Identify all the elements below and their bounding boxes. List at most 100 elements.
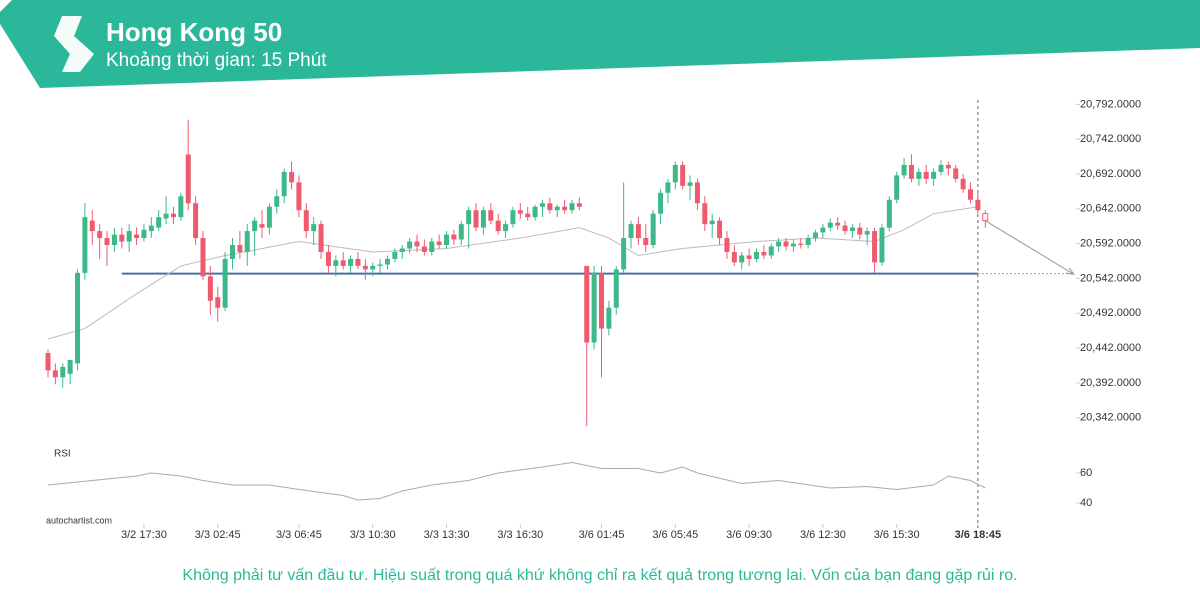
candle-body <box>473 210 479 228</box>
candle-body <box>731 251 737 263</box>
x-tick-label: 3/6 15:30 <box>874 529 920 541</box>
candle-body <box>480 210 486 228</box>
candle-body <box>89 220 95 232</box>
candle-body <box>783 241 789 247</box>
candle-body <box>776 241 782 247</box>
rsi-label: RSI <box>54 449 71 460</box>
candle-body <box>178 196 184 218</box>
candle-body <box>333 260 339 266</box>
x-tick-label: 3/6 05:45 <box>652 529 698 541</box>
candle-body <box>576 203 582 207</box>
candle-body <box>370 265 376 270</box>
y-tick-label: 20,492.0000 <box>1080 307 1141 319</box>
candle-body <box>348 258 354 266</box>
candle-body <box>879 227 885 263</box>
candle-body <box>864 231 870 235</box>
candle-body <box>938 164 944 172</box>
candle-body <box>45 352 51 371</box>
candle-body <box>185 154 191 204</box>
candle-body <box>60 366 66 378</box>
candle-body <box>82 217 88 273</box>
candle-body <box>672 164 678 183</box>
candle-body <box>525 213 531 218</box>
rsi-line <box>47 461 986 501</box>
candle-body <box>444 234 450 246</box>
candle-body <box>377 264 383 266</box>
logo <box>54 16 94 72</box>
candle-body <box>384 258 390 265</box>
candle-body <box>126 231 132 242</box>
candle-body <box>702 203 708 225</box>
candle-body <box>222 258 228 308</box>
candle-body <box>739 255 745 263</box>
x-tick-label: 3/6 01:45 <box>579 529 625 541</box>
candle-body <box>362 265 368 270</box>
candle-body <box>798 243 804 246</box>
candle-body <box>148 225 154 232</box>
candle-body <box>606 307 612 329</box>
candle-body <box>237 245 243 252</box>
candle-body <box>886 199 892 228</box>
candle-body <box>466 210 472 225</box>
x-tick-label: 3/3 02:45 <box>195 529 241 541</box>
candle-body <box>746 255 752 259</box>
candle-body <box>562 206 568 211</box>
candle-body <box>621 238 627 270</box>
candle-body <box>170 213 176 218</box>
candle-body <box>488 210 494 221</box>
candle-body <box>768 246 774 256</box>
candle-body <box>894 175 900 200</box>
y-tick-label: 20,692.0000 <box>1080 168 1141 180</box>
candle-body <box>680 164 686 186</box>
candle-body <box>694 182 700 204</box>
candle-body <box>458 224 464 240</box>
candle-body <box>916 171 922 179</box>
x-tick-label: 3/6 09:30 <box>726 529 772 541</box>
candle-body <box>318 224 324 252</box>
candle-body <box>289 171 295 183</box>
candle-body <box>296 182 302 211</box>
x-tick-label: 3/6 12:30 <box>800 529 846 541</box>
candle-body <box>495 220 501 232</box>
candle-body <box>872 231 878 263</box>
candle-body <box>547 203 553 211</box>
candle-body <box>635 224 641 239</box>
source: autochartist.com <box>46 515 112 525</box>
candle-body <box>820 227 826 233</box>
y-tick-label: 20,442.0000 <box>1080 342 1141 354</box>
x-tick-label: 3/6 18:45 <box>955 529 1001 541</box>
x-tick-label: 3/3 16:30 <box>497 529 543 541</box>
candle-body <box>517 210 523 214</box>
candle-body <box>945 164 951 169</box>
candle-body <box>52 370 58 378</box>
candle-body <box>982 213 989 222</box>
candle-body <box>532 206 538 218</box>
candle-body <box>569 203 575 211</box>
candle-body <box>134 234 140 239</box>
candle-body <box>591 272 597 343</box>
candle-body <box>687 182 693 186</box>
candle-body <box>923 171 929 179</box>
candle-body <box>849 227 855 232</box>
candle-body <box>303 210 309 232</box>
candle-body <box>311 224 317 232</box>
candle-body <box>613 269 619 308</box>
candle-body <box>429 241 435 252</box>
candle-body <box>67 359 73 374</box>
candle-body <box>421 246 427 252</box>
chart-title: Hong Kong 50 <box>106 17 282 47</box>
candle-body <box>724 238 730 252</box>
x-tick-label: 3/3 10:30 <box>350 529 396 541</box>
candle-body <box>207 276 213 301</box>
x-tick-label: 3/3 06:45 <box>276 529 322 541</box>
candle-body <box>399 248 405 252</box>
candle-body <box>274 196 280 207</box>
y-tick-label: 20,792.0000 <box>1080 98 1141 110</box>
candle-body <box>827 222 833 228</box>
candle-body <box>392 251 398 259</box>
candle-body <box>953 168 959 179</box>
y-tick-label: 20,592.0000 <box>1080 238 1141 250</box>
candle-body <box>835 222 841 226</box>
candle-body <box>325 251 331 266</box>
candle-body <box>193 203 199 239</box>
